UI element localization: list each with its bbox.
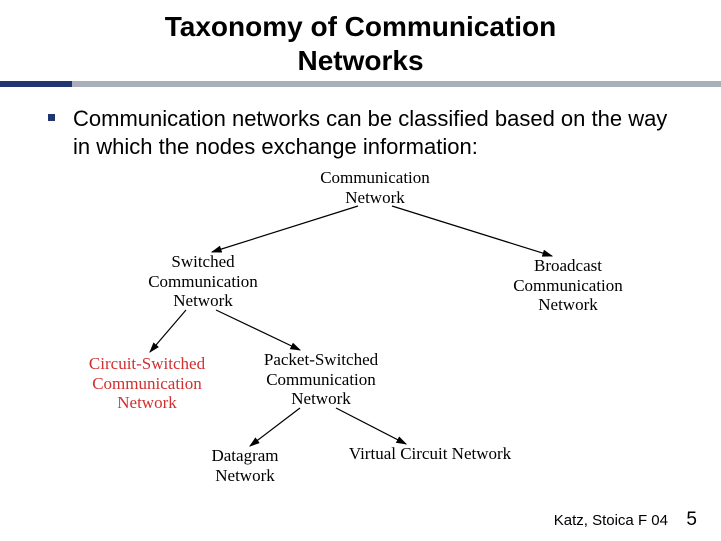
bullet-item: Communication networks can be classified… (0, 91, 721, 160)
tree-edge (392, 206, 552, 256)
footer-credit: Katz, Stoica F 04 (554, 512, 668, 529)
tree-edge (336, 408, 406, 444)
tree-node-broadcast: Broadcast Communication Network (488, 256, 648, 315)
footer-page-number: 5 (686, 509, 697, 531)
tree-node-vcn: Virtual Circuit Network (330, 444, 530, 464)
tree-node-datagram: Datagram Network (190, 446, 300, 485)
tree-node-switched: Switched Communication Network (128, 252, 278, 311)
slide-title: Taxonomy of Communication Networks (0, 0, 721, 77)
tree-node-root: Communication Network (305, 168, 445, 207)
title-divider (0, 81, 721, 91)
divider-accent (0, 81, 72, 87)
bullet-text: Communication networks can be classified… (73, 105, 681, 160)
tree-node-packet: Packet-Switched Communication Network (236, 350, 406, 409)
tree-edge (150, 310, 186, 352)
slide-footer: Katz, Stoica F 04 5 (554, 509, 697, 531)
slide-title-text: Taxonomy of Communication Networks (165, 10, 557, 77)
divider-background (0, 81, 721, 87)
taxonomy-diagram: Communication Network Switched Communicat… (0, 160, 721, 500)
tree-edge (216, 310, 300, 350)
tree-edge (250, 408, 300, 446)
tree-node-circuit: Circuit-Switched Communication Network (62, 354, 232, 413)
tree-edge (212, 206, 358, 252)
bullet-marker (48, 114, 55, 121)
